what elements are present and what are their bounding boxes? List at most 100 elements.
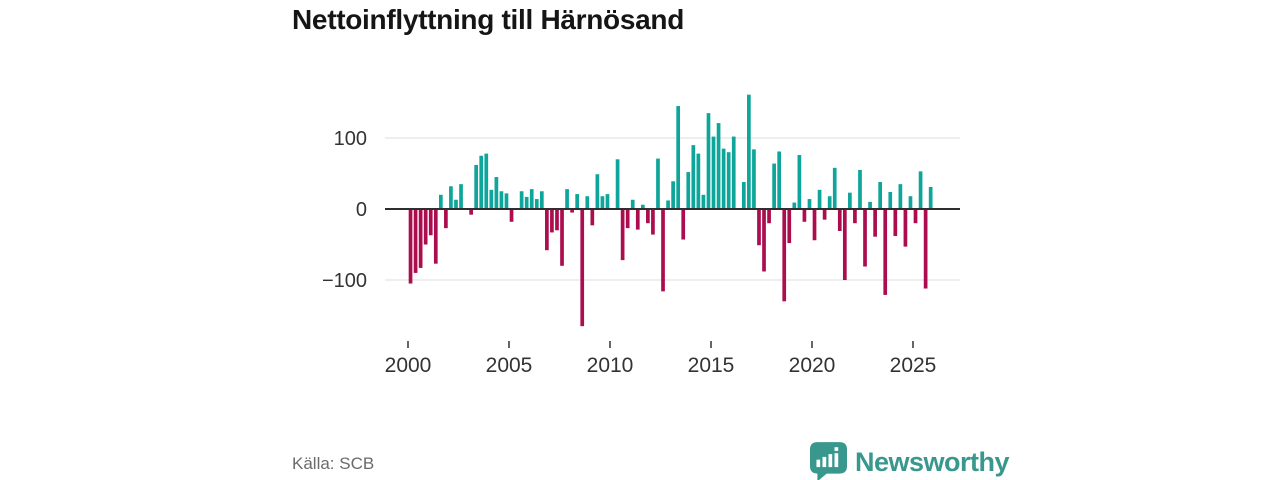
bar: [928, 186, 933, 209]
bar: [651, 209, 655, 235]
bar: [853, 209, 857, 224]
bar: [479, 155, 484, 209]
newsworthy-wordmark: Newsworthy: [855, 446, 1010, 477]
bar: [787, 209, 792, 244]
bar: [519, 191, 524, 209]
bar: [878, 182, 883, 209]
bar: [635, 209, 640, 230]
bar: [757, 209, 761, 246]
x-tick-label: 2010: [587, 354, 634, 377]
bar: [661, 209, 665, 292]
bar: [837, 209, 842, 232]
bar: [585, 196, 590, 209]
bar: [640, 204, 645, 209]
bar: [918, 171, 923, 209]
bar: [449, 186, 453, 209]
bar: [433, 209, 438, 264]
bar: [721, 148, 726, 209]
bar: [630, 199, 635, 209]
bar: [499, 191, 504, 209]
bar: [438, 194, 443, 209]
x-tick-label: 2015: [688, 354, 735, 377]
bar: [474, 164, 479, 209]
bar: [772, 163, 776, 209]
bar: [509, 209, 514, 222]
bar: [827, 196, 832, 209]
bar: [656, 158, 660, 209]
bar: [873, 209, 877, 237]
bar: [555, 209, 559, 231]
source-label: Källa: SCB: [292, 454, 375, 473]
newsworthy-bar-chart-icon: [810, 442, 847, 480]
bar: [792, 202, 797, 209]
bar: [726, 152, 731, 209]
bar: [418, 209, 423, 268]
bar: [646, 209, 650, 224]
bar: [893, 209, 898, 236]
bar: [868, 201, 872, 209]
x-tick-label: 2025: [890, 354, 937, 377]
bar: [711, 136, 716, 209]
bar: [620, 209, 625, 261]
bar: [625, 209, 630, 229]
bar: [504, 193, 509, 209]
bar: [484, 153, 489, 209]
bar: [802, 209, 807, 222]
bar: [903, 209, 908, 247]
bar: [454, 199, 458, 209]
bar: [595, 174, 600, 209]
bar: [888, 191, 893, 209]
bar: [408, 209, 413, 284]
bar: [858, 169, 862, 209]
bar: [671, 181, 675, 209]
bar: [666, 200, 670, 209]
bar: [615, 159, 620, 209]
bar: [469, 209, 473, 215]
bar: [686, 172, 691, 209]
bar: [848, 192, 852, 209]
bar: [545, 209, 549, 251]
bar: [580, 209, 585, 327]
bar: [550, 209, 554, 233]
bar: [534, 199, 539, 209]
newsworthy-logo: Newsworthy: [810, 442, 1010, 480]
bar: [832, 167, 837, 209]
bar: [423, 209, 428, 245]
bar: [459, 184, 463, 209]
bar: [524, 196, 529, 209]
bar: [777, 151, 782, 209]
bar: [560, 209, 564, 266]
bar: [898, 184, 903, 209]
bar: [863, 209, 867, 267]
bar: [605, 194, 610, 209]
bar: [706, 113, 711, 209]
bar: [716, 123, 721, 209]
bar: [842, 209, 847, 280]
bar: [822, 209, 827, 220]
bar: [883, 209, 888, 295]
bar: [767, 209, 771, 224]
bar: [782, 209, 787, 302]
bar: [817, 189, 822, 209]
bar: [565, 189, 569, 209]
bar: [570, 209, 574, 213]
bar: [923, 209, 928, 289]
bar: [539, 191, 544, 209]
bar: [701, 194, 706, 209]
bar: [691, 145, 696, 209]
bar: [494, 177, 499, 209]
x-tick-label: 2005: [486, 354, 533, 377]
bar: [747, 94, 751, 209]
bar: [812, 209, 817, 241]
y-tick-label: 0: [356, 199, 367, 221]
bar: [413, 209, 418, 273]
x-tick-label: 2000: [385, 354, 432, 377]
bar: [444, 209, 448, 229]
bar: [575, 194, 580, 209]
y-tick-label: 100: [334, 128, 367, 150]
bar: [762, 209, 766, 272]
bar: [797, 155, 802, 209]
